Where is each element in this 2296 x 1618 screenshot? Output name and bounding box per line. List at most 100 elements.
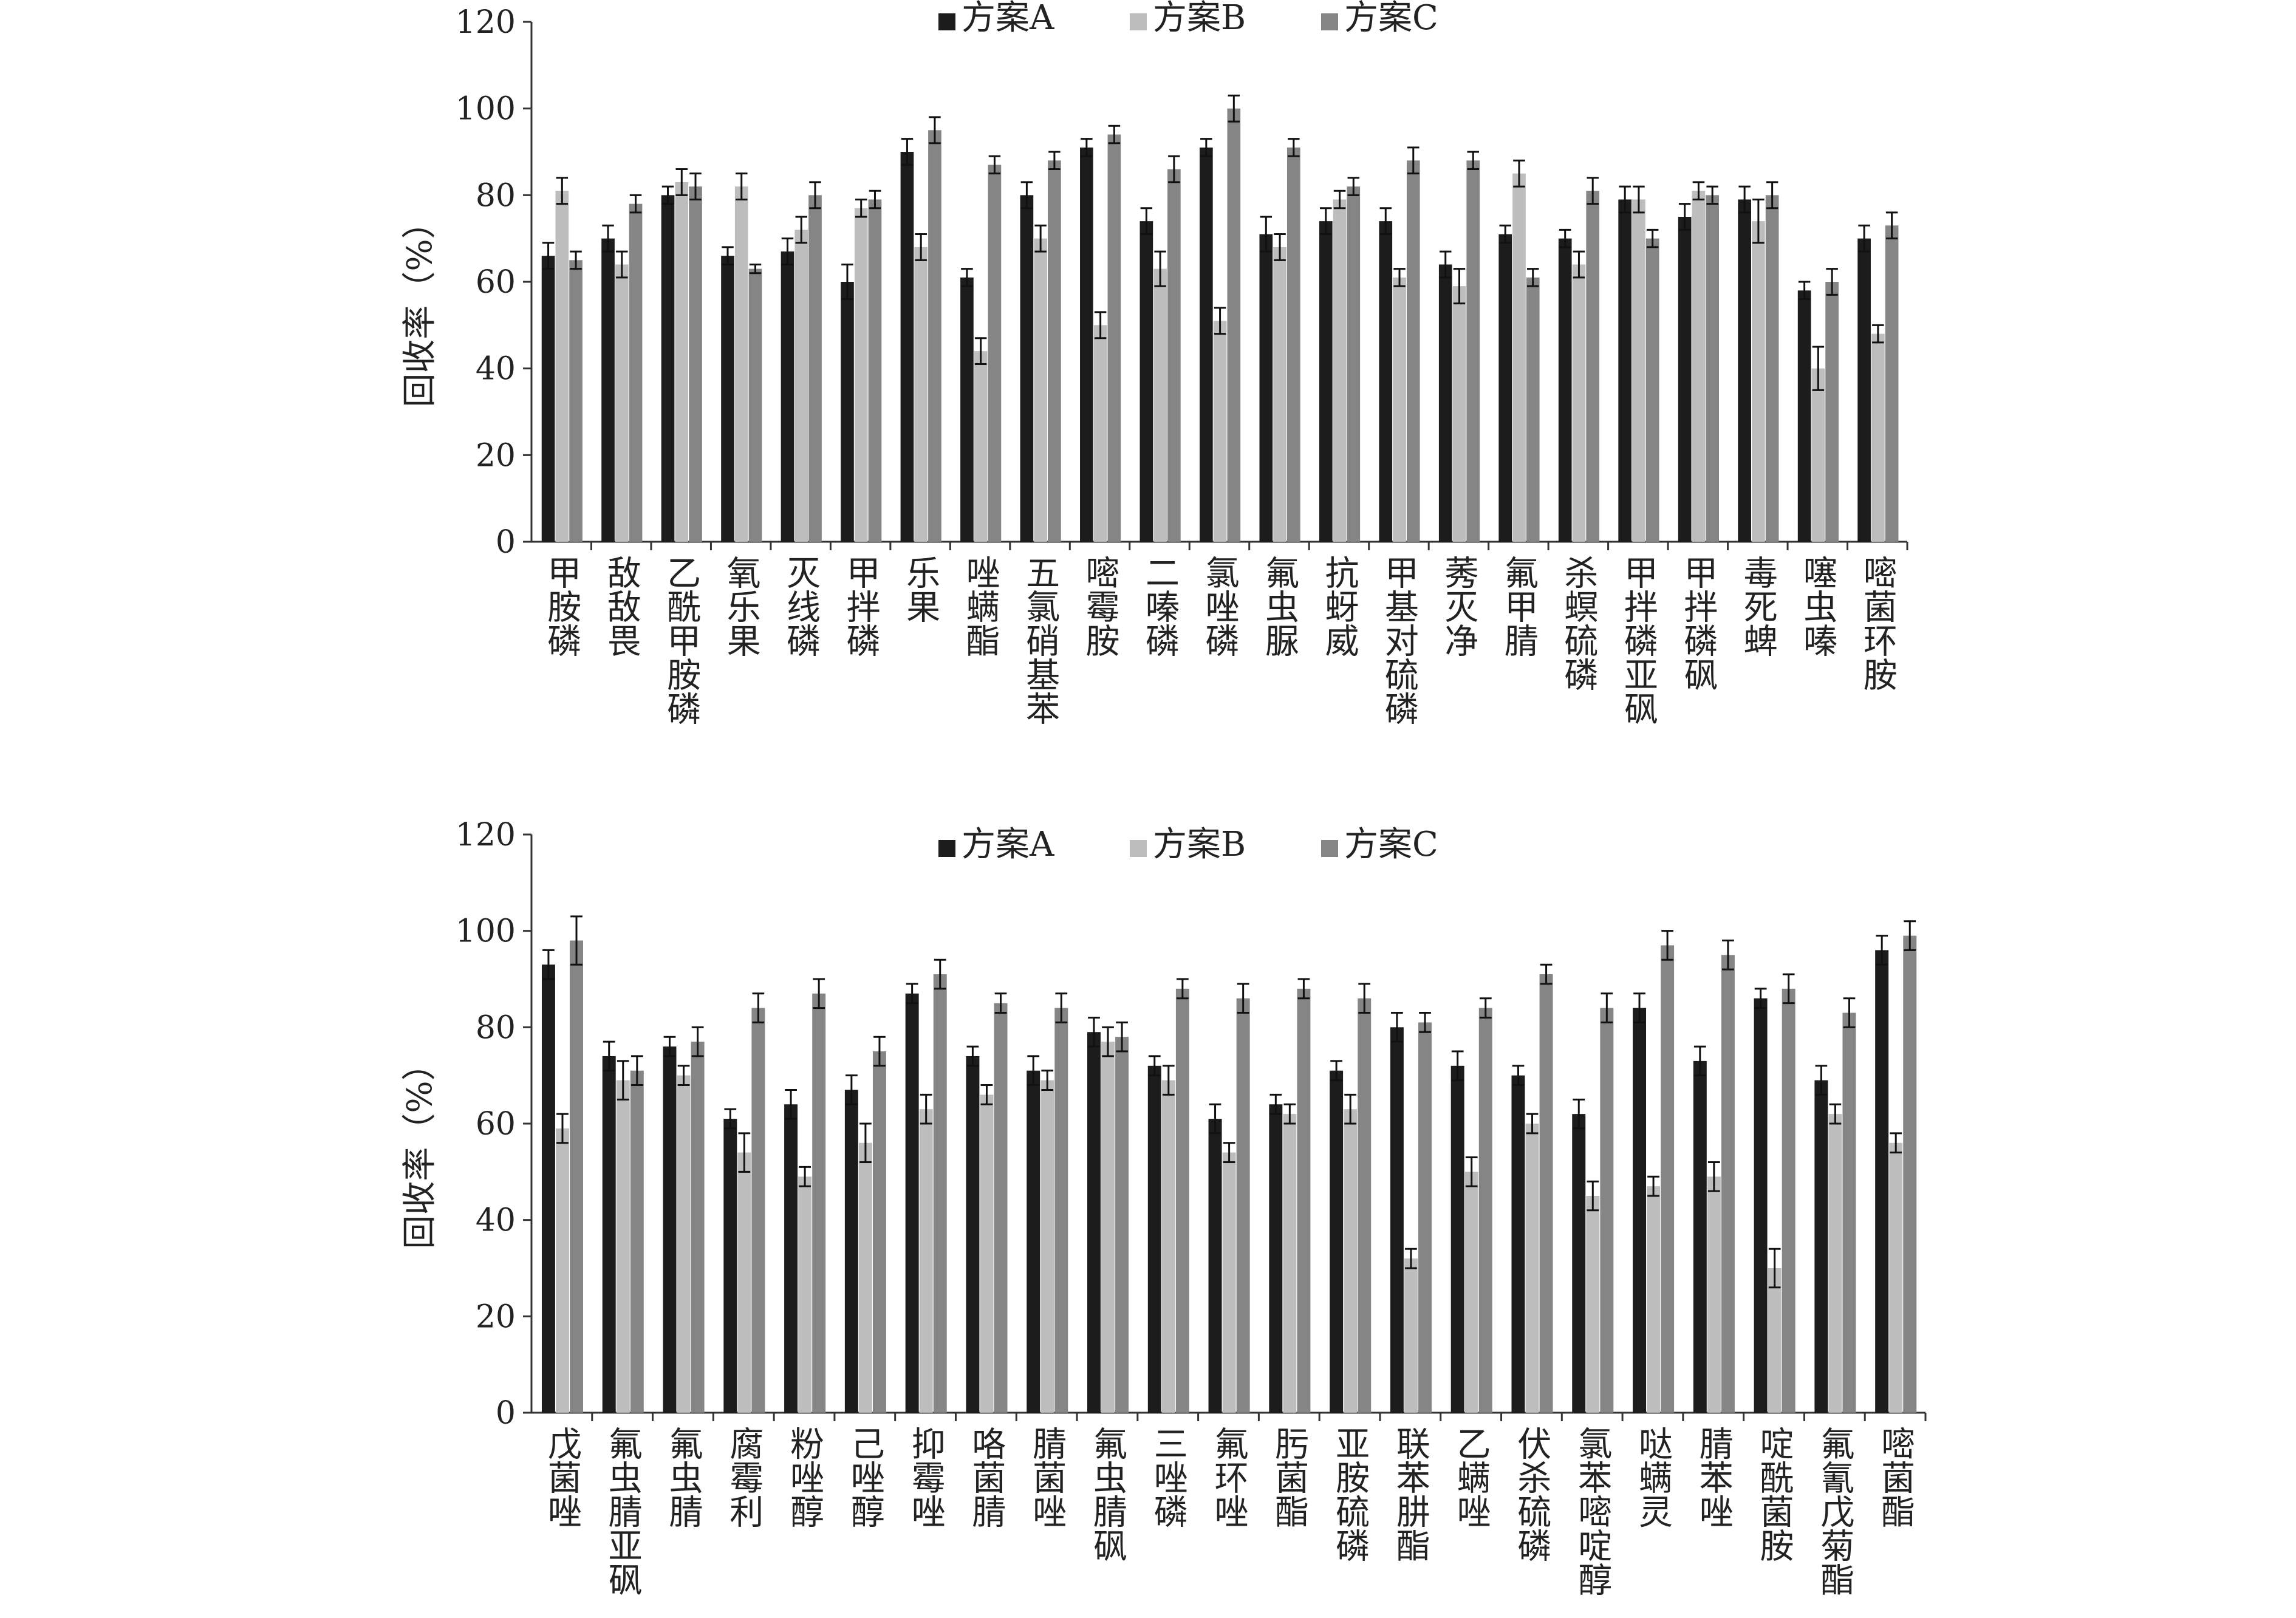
bar-方案B [734,186,748,542]
bar-方案A [1450,1065,1464,1413]
y-tick-label: 40 [476,351,516,387]
bar-方案B [1707,1176,1721,1413]
bar-方案B [1464,1172,1478,1413]
x-tick-label: 氟虫腈亚砜 [603,1426,642,1596]
x-tick-label: 氟氰戊菊酯 [1815,1426,1854,1596]
y-tick-label: 100 [456,913,516,950]
bar-方案B [980,1094,994,1413]
bar-方案B [1647,1186,1661,1413]
bar-方案C [569,260,583,542]
bar-方案C [1054,1008,1068,1413]
bar-方案B [1525,1124,1539,1413]
bar-方案B [1213,321,1227,542]
bar-方案A [663,1046,677,1413]
bar-方案B [1572,264,1586,542]
bar-方案A [960,277,974,542]
bar-方案A [1754,998,1768,1413]
bar-方案C [689,186,702,542]
bar-方案B [1404,1258,1418,1413]
x-tick-label: 己唑醇 [845,1426,884,1528]
legend-swatch [938,840,955,857]
bar-方案C [1418,1022,1432,1413]
x-tick-label: 联苯肼酯 [1390,1426,1430,1562]
bar-方案C [1885,225,1899,542]
x-tick-label: 灭线磷 [781,555,821,657]
bar-方案B [1333,199,1347,542]
bar-方案A [1200,147,1213,542]
bar-方案B [737,1152,751,1413]
bar-方案B [616,1080,630,1413]
bar-方案A [721,256,734,542]
bar-方案B [1344,1109,1358,1413]
bar-方案B [1768,1268,1782,1413]
legend-swatch [1321,840,1338,857]
bar-方案C [1406,160,1420,542]
bar-方案B [556,1128,569,1413]
x-tick-label: 氟虫腈砜 [1087,1426,1127,1562]
y-tick-label: 20 [476,1299,516,1335]
bar-方案C [1358,998,1372,1413]
x-tick-label: 抗蚜威 [1319,555,1359,657]
x-tick-label: 粉唑醇 [785,1426,824,1528]
bar-方案A [900,152,914,542]
x-tick-label: 甲基对硫磷 [1379,555,1418,725]
x-tick-label: 嘧霉胺 [1080,555,1119,657]
bar-方案C [1048,160,1061,542]
y-tick-label: 0 [496,1395,516,1432]
y-tick-label: 100 [456,91,516,128]
bar-方案A [541,256,555,542]
bar-方案A [602,1056,616,1413]
legend-swatch [1130,840,1147,857]
bar-方案A [1319,221,1333,542]
bar-方案A [1087,1032,1101,1413]
bar-方案B [1889,1142,1903,1413]
bar-方案C [748,268,762,542]
bar-方案A [1875,950,1889,1413]
x-tick-label: 啶酰菌胺 [1754,1426,1794,1562]
bar-方案C [994,1003,1008,1413]
y-tick-label: 80 [476,177,516,214]
bar-方案B [1393,277,1406,542]
bar-方案C [1227,108,1241,542]
bar-方案C [1721,955,1735,1413]
bar-方案B [1752,221,1765,542]
x-tick-label: 腐霉利 [724,1426,764,1528]
x-tick-label: 毒死蜱 [1738,555,1777,657]
bar-方案A [1390,1027,1404,1413]
bar-方案B [1811,368,1825,542]
bar-方案B [1283,1114,1297,1413]
bar-方案B [1828,1114,1842,1413]
bar-方案A [1147,1065,1161,1413]
bar-方案B [1632,199,1645,542]
bar-方案A [1797,290,1811,542]
bar-方案B [858,1142,872,1413]
x-tick-label: 敌敌畏 [601,555,641,657]
bar-方案C [1175,988,1189,1413]
bar-方案C [933,974,947,1413]
x-tick-label: 甲拌磷 [841,555,880,657]
bar-方案C [1661,945,1675,1413]
legend-label: 方案A [962,0,1054,38]
x-tick-label: 甲胺磷 [542,555,581,657]
bar-方案B [1512,173,1526,542]
y-tick-label: 60 [476,1106,516,1142]
x-tick-label: 乙酰甲胺磷 [661,555,701,725]
bar-方案A [1020,195,1034,542]
bar-方案A [1269,1104,1283,1413]
bar-方案A [723,1119,737,1413]
bar-方案B [1093,325,1107,542]
x-tick-label: 乙螨唑 [1451,1426,1491,1528]
bar-方案B [798,1176,812,1413]
bar-方案B [914,247,928,542]
bar-方案A [1080,147,1093,542]
y-tick-label: 80 [476,1009,516,1046]
bar-方案C [629,203,643,542]
bar-方案C [1539,974,1553,1413]
x-tick-label: 亚胺硫磷 [1330,1426,1370,1562]
bar-方案C [1466,160,1480,542]
legend-swatch [1321,13,1338,30]
x-tick-label: 莠灭净 [1439,555,1478,657]
y-tick-label: 0 [496,524,516,561]
